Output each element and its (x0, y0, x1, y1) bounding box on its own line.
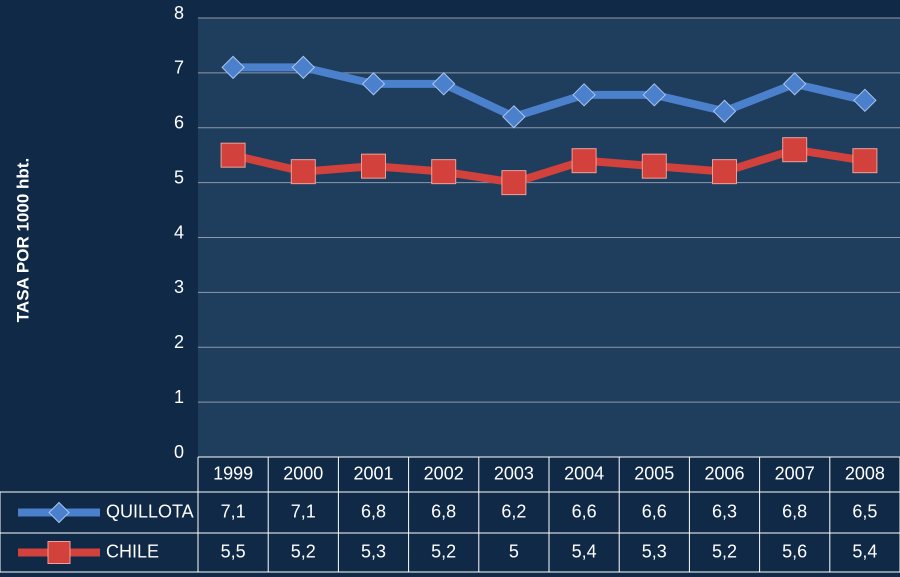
table-value: 7,1 (291, 501, 316, 521)
y-tick-label: 7 (174, 58, 184, 78)
data-point (712, 159, 737, 185)
y-tick-label: 3 (174, 277, 184, 297)
data-point (431, 72, 456, 96)
y-tick-label: 5 (174, 167, 184, 187)
x-tick-label: 2007 (775, 463, 815, 483)
legend-label: CHILE (106, 541, 159, 561)
table-value: 6,8 (782, 501, 807, 521)
data-point (642, 83, 667, 107)
y-tick-label: 4 (174, 222, 184, 242)
legend-key-marker (47, 541, 71, 564)
data-point (291, 55, 316, 80)
series-line (232, 145, 866, 187)
y-tick-label: 6 (174, 113, 184, 133)
data-point (852, 148, 878, 174)
table-value: 6,2 (501, 501, 526, 521)
y-tick-label: 8 (174, 3, 184, 23)
table-value: 5,2 (712, 541, 737, 561)
data-point (502, 105, 526, 129)
table-value: 7,1 (221, 501, 246, 521)
data-point (571, 148, 597, 174)
table-value: 6,8 (431, 501, 456, 521)
data-point (641, 153, 667, 179)
series-line (233, 63, 866, 121)
data-point (290, 159, 316, 185)
x-tick-label: 2005 (634, 463, 674, 483)
x-tick-label: 2006 (704, 463, 744, 483)
table-value: 5,3 (361, 541, 386, 561)
table-value: 6,6 (642, 501, 667, 521)
table-value: 6,8 (361, 501, 386, 521)
table-value: 5,2 (291, 541, 316, 561)
y-tick-label: 0 (174, 442, 184, 462)
table-value: 5 (509, 541, 519, 561)
table-value: 6,3 (712, 501, 737, 521)
y-axis-label: TASA POR 1000 hbt. (13, 158, 32, 322)
table-value: 5,6 (782, 541, 807, 561)
x-tick-label: 2004 (564, 463, 604, 483)
data-point (431, 159, 457, 185)
data-point (572, 83, 596, 107)
data-point (853, 88, 877, 113)
data-point (782, 72, 807, 96)
y-tick-label: 1 (174, 387, 184, 407)
x-tick-label: 1999 (213, 463, 253, 483)
x-tick-label: 2002 (424, 463, 464, 483)
data-point (782, 137, 808, 163)
legend-key-marker (48, 501, 70, 524)
table-value: 5,3 (642, 541, 667, 561)
table-value: 5,5 (221, 541, 246, 561)
data-point (712, 99, 737, 123)
table-value: 6,5 (852, 501, 877, 521)
x-tick-label: 2000 (283, 463, 323, 483)
table-value: 5,4 (852, 541, 877, 561)
legend-label: QUILLOTA (106, 501, 194, 521)
data-point (361, 153, 386, 179)
table-value: 5,4 (572, 541, 597, 561)
data-point (361, 72, 386, 96)
y-tick-label: 2 (174, 332, 184, 352)
x-tick-label: 2003 (494, 463, 534, 483)
x-tick-label: 2001 (353, 463, 393, 483)
data-point (501, 170, 527, 196)
data-point (221, 55, 245, 80)
table-value: 5,2 (431, 541, 456, 561)
table-value: 6,6 (572, 501, 597, 521)
data-point (220, 142, 246, 168)
x-tick-label: 2008 (845, 463, 885, 483)
